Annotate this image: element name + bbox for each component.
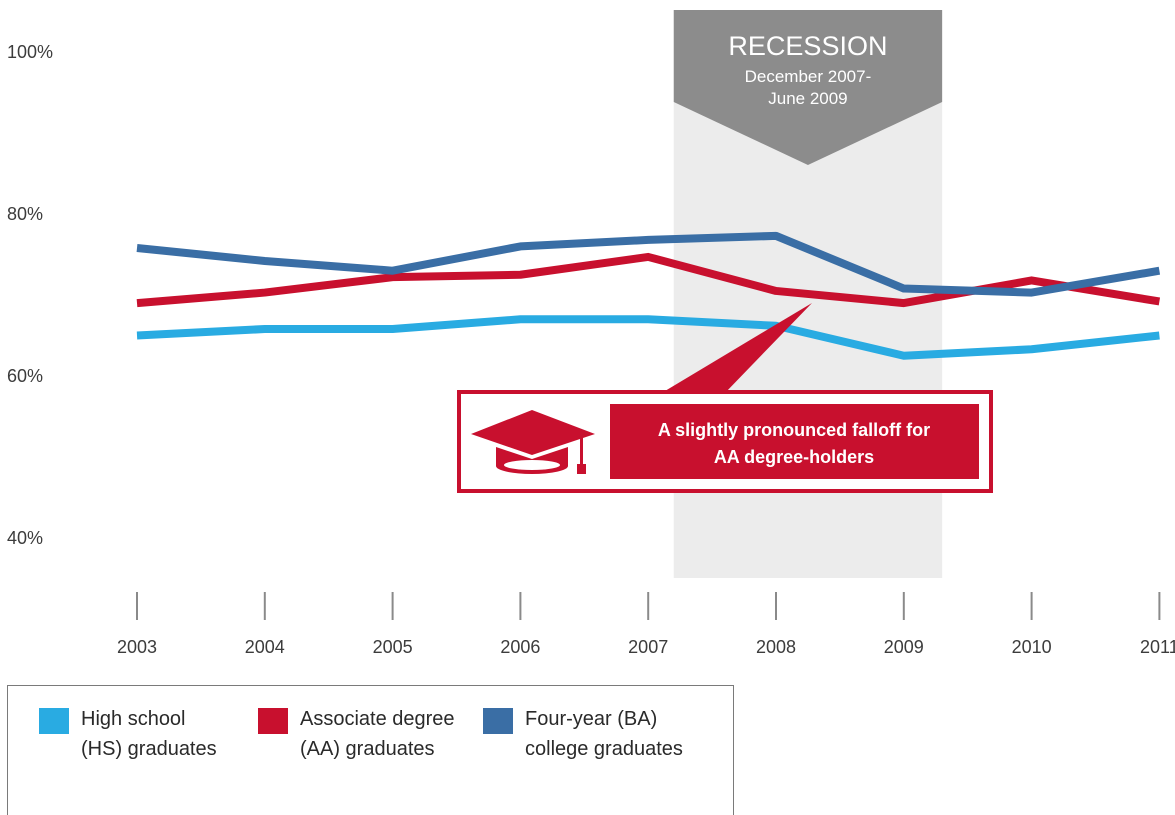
x-tick-label: 2007 — [628, 637, 668, 657]
callout-text-line-2: AA degree-holders — [714, 447, 874, 467]
series-line-ba — [136, 231, 1161, 297]
y-tick-label: 40% — [7, 528, 43, 548]
legend-item-hs: High school (HS) graduates — [39, 704, 217, 764]
callout-pointer — [660, 302, 812, 394]
x-tick-label: 2009 — [884, 637, 924, 657]
x-tick-label: 2005 — [373, 637, 413, 657]
legend-label-aa: Associate degree (AA) graduates — [300, 708, 455, 760]
legend-label-hs: High school (HS) graduates — [81, 708, 217, 760]
x-axis: 2003 2004 2005 2006 2007 2008 2009 2010 2011 — [117, 592, 1175, 657]
x-tick-label: 2010 — [1012, 637, 1052, 657]
x-tick-label: 2008 — [756, 637, 796, 657]
graduation-cap-icon — [471, 410, 595, 474]
legend-swatch-hs — [39, 708, 69, 734]
x-tick-label: 2004 — [245, 637, 285, 657]
legend-item-ba: Four-year (BA) college graduates — [483, 704, 683, 764]
y-tick-label: 80% — [7, 204, 43, 224]
callout-text-line-1: A slightly pronounced falloff for — [658, 420, 930, 440]
x-tick-label: 2011 — [1140, 637, 1175, 657]
x-tick-label: 2003 — [117, 637, 157, 657]
y-tick-label: 60% — [7, 366, 43, 386]
recession-dates-line-2: June 2009 — [768, 89, 847, 108]
series-lines — [136, 231, 1161, 360]
recession-banner — [673, 10, 943, 165]
line-chart: RECESSION December 2007- June 2009 100% 8… — [7, 10, 1175, 657]
legend-item-aa: Associate degree (AA) graduates — [258, 704, 455, 764]
y-axis-tick-labels: 100% 80% 60% 40% — [7, 42, 53, 548]
legend-swatch-aa — [258, 708, 288, 734]
callout-label-box — [610, 404, 979, 479]
recession-title: RECESSION — [728, 31, 887, 61]
y-tick-label: 100% — [7, 42, 53, 62]
recession-dates-line-1: December 2007- — [745, 67, 872, 86]
legend: High school (HS) graduates Associate deg… — [7, 685, 734, 815]
legend-swatch-ba — [483, 708, 513, 734]
series-line-hs — [136, 315, 1160, 360]
x-tick-label: 2006 — [500, 637, 540, 657]
legend-label-ba: Four-year (BA) college graduates — [525, 708, 683, 760]
